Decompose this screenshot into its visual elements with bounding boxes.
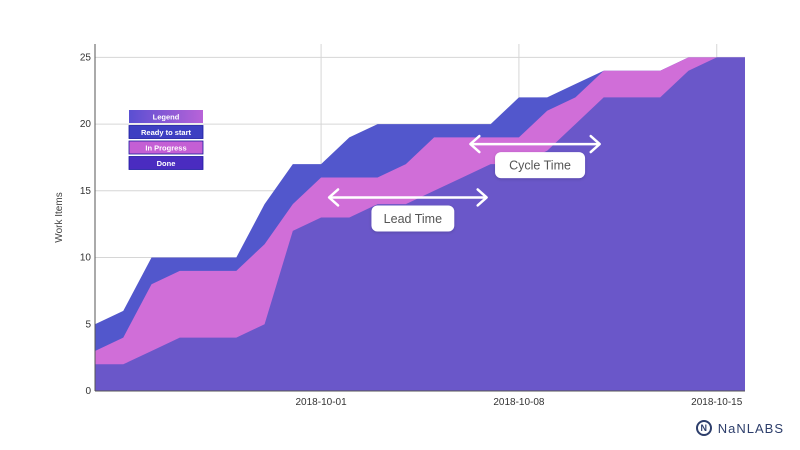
legend-swatch [128,140,204,155]
legend-swatch [128,156,204,170]
cycle-time-label: Cycle Time [509,159,571,173]
legend-title-box [129,110,203,123]
nanlabs-logo-icon: N [695,420,712,436]
cycle-time-arrow-head-right [589,134,601,154]
y-tick-label: 25 [80,52,92,63]
legend-item: In Progress [145,143,186,152]
brand-name: NaNLABS [717,420,784,436]
x-tick-label: 2018-10-15 [691,397,743,408]
y-axis-title: Work Items [54,192,65,242]
legend-swatch [128,125,204,139]
y-tick-label: 10 [80,253,92,264]
lead-time-arrow-head-right [476,188,488,207]
brand-logo: N NaNLABS [695,420,784,436]
cycle-time-label-box [495,152,586,179]
y-tick-label: 15 [80,186,92,197]
y-tick-label: 20 [80,119,92,130]
y-tick-label: 5 [85,319,91,330]
lead-time-label-box [371,205,455,232]
legend-item: Ready to start [141,128,192,137]
legend-title: Legend [153,112,180,121]
x-tick-label: 2018-10-01 [296,397,348,408]
legend-item: Done [157,159,176,168]
cycle-time-arrow-head-left [469,134,481,154]
y-tick-label: 0 [85,386,91,397]
lead-time-label: Lead Time [384,212,442,226]
x-tick-label: 2018-10-08 [493,397,545,408]
lead-time-arrow-head-left [327,188,340,207]
